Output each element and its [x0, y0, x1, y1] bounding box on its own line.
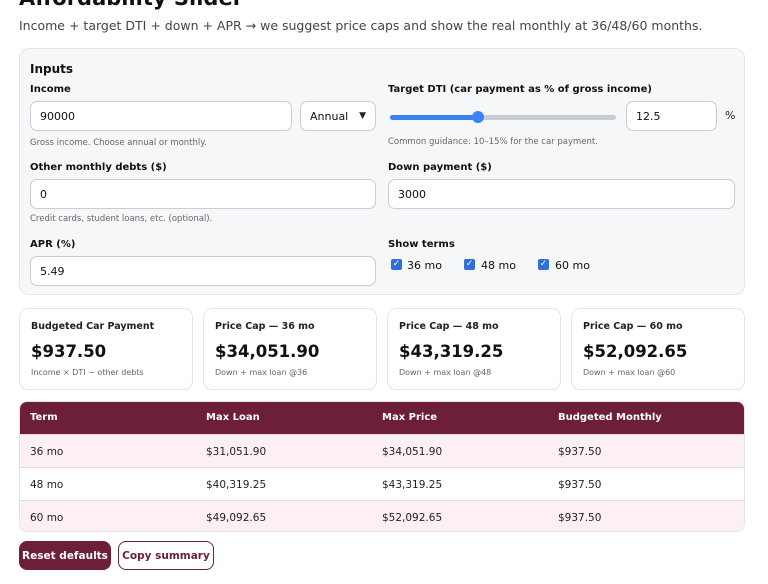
apr-input[interactable]: 5.49 — [30, 256, 376, 286]
checkbox-60[interactable]: ✓ — [538, 259, 549, 270]
dti-input[interactable]: 12.5 — [626, 101, 717, 131]
reset-defaults-button[interactable]: Reset defaults — [19, 541, 111, 570]
cell-budgeted-monthly: $937.50 — [558, 512, 602, 524]
cell-budgeted-monthly: $937.50 — [558, 446, 602, 458]
cell-term: 48 mo — [30, 479, 64, 491]
other-debts-value: 0 — [40, 187, 47, 201]
cell-term: 60 mo — [30, 512, 64, 524]
income-hint: Gross income. Choose annual or monthly. — [30, 138, 207, 148]
income-period-select[interactable]: Annual ▼ — [300, 101, 376, 131]
cell-max-price: $34,051.90 — [382, 446, 443, 458]
card-note: Down + max loan @36 — [215, 368, 308, 377]
table-row: 48 mo $40,319.25 $43,319.25 $937.50 — [20, 467, 744, 500]
income-label: Income — [30, 84, 71, 95]
card-label: Price Cap — 60 mo — [583, 321, 683, 332]
apr-value: 5.49 — [40, 264, 65, 278]
cell-max-price: $52,092.65 — [382, 512, 443, 524]
results-table: Term Max Loan Max Price Budgeted Monthly… — [19, 401, 745, 532]
checkbox-36-label[interactable]: 36 mo — [407, 259, 442, 272]
header-budgeted-monthly: Budgeted Monthly — [558, 412, 662, 423]
dti-hint: Common guidance: 10–15% for the car paym… — [388, 137, 598, 147]
dti-slider-fill — [390, 115, 479, 120]
card-note: Income × DTI − other debts — [31, 368, 144, 377]
cell-max-price: $43,319.25 — [382, 479, 443, 491]
other-debts-hint: Credit cards, student loans, etc. (optio… — [30, 214, 213, 224]
card-note: Down + max loan @48 — [399, 368, 492, 377]
apr-label: APR (%) — [30, 239, 76, 250]
checkbox-48-label[interactable]: 48 mo — [481, 259, 516, 272]
copy-summary-button[interactable]: Copy summary — [118, 541, 214, 570]
cell-max-loan: $40,319.25 — [206, 479, 267, 491]
card-label: Price Cap — 48 mo — [399, 321, 499, 332]
checkbox-36[interactable]: ✓ — [391, 259, 402, 270]
down-payment-value: 3000 — [398, 187, 426, 201]
income-input[interactable]: 90000 — [30, 101, 292, 131]
table-row: 60 mo $49,092.65 $52,092.65 $937.50 — [20, 500, 744, 531]
dti-label: Target DTI (car payment as % of gross in… — [388, 84, 652, 95]
header-term: Term — [30, 412, 58, 423]
header-max-loan: Max Loan — [206, 412, 260, 423]
table-row: 36 mo $31,051.90 $34,051.90 $937.50 — [20, 434, 744, 467]
page-subtitle: Income + target DTI + down + APR → we su… — [19, 18, 703, 33]
card-price-cap-36: Price Cap — 36 mo $34,051.90 Down + max … — [203, 308, 377, 390]
income-value: 90000 — [40, 109, 75, 123]
chevron-down-icon: ▼ — [359, 111, 366, 121]
down-payment-input[interactable]: 3000 — [388, 179, 735, 209]
dti-slider[interactable] — [390, 111, 616, 123]
checkbox-48[interactable]: ✓ — [464, 259, 475, 270]
card-value: $43,319.25 — [399, 342, 504, 361]
card-value: $52,092.65 — [583, 342, 688, 361]
cell-budgeted-monthly: $937.50 — [558, 479, 602, 491]
other-debts-input[interactable]: 0 — [30, 179, 376, 209]
page-title: Affordability Slider — [19, 0, 243, 10]
table-header: Term Max Loan Max Price Budgeted Monthly — [20, 402, 744, 434]
card-budgeted-payment: Budgeted Car Payment $937.50 Income × DT… — [19, 308, 193, 390]
card-value: $34,051.90 — [215, 342, 320, 361]
cell-term: 36 mo — [30, 446, 64, 458]
card-value: $937.50 — [31, 342, 107, 361]
income-period-value: Annual — [310, 109, 349, 123]
inputs-heading: Inputs — [30, 62, 74, 76]
header-max-price: Max Price — [382, 412, 438, 423]
terms-label: Show terms — [388, 239, 455, 250]
down-payment-label: Down payment ($) — [388, 162, 492, 173]
inputs-panel: Inputs Income 90000 Annual ▼ Gross incom… — [19, 48, 745, 295]
card-label: Budgeted Car Payment — [31, 321, 155, 332]
checkbox-60-label[interactable]: 60 mo — [555, 259, 590, 272]
cell-max-loan: $49,092.65 — [206, 512, 267, 524]
card-label: Price Cap — 36 mo — [215, 321, 315, 332]
other-debts-label: Other monthly debts ($) — [30, 162, 167, 173]
dti-unit: % — [725, 109, 736, 122]
card-price-cap-48: Price Cap — 48 mo $43,319.25 Down + max … — [387, 308, 561, 390]
dti-slider-handle[interactable] — [472, 111, 485, 123]
cell-max-loan: $31,051.90 — [206, 446, 267, 458]
card-price-cap-60: Price Cap — 60 mo $52,092.65 Down + max … — [571, 308, 745, 390]
card-note: Down + max loan @60 — [583, 368, 676, 377]
dti-value: 12.5 — [636, 109, 661, 123]
